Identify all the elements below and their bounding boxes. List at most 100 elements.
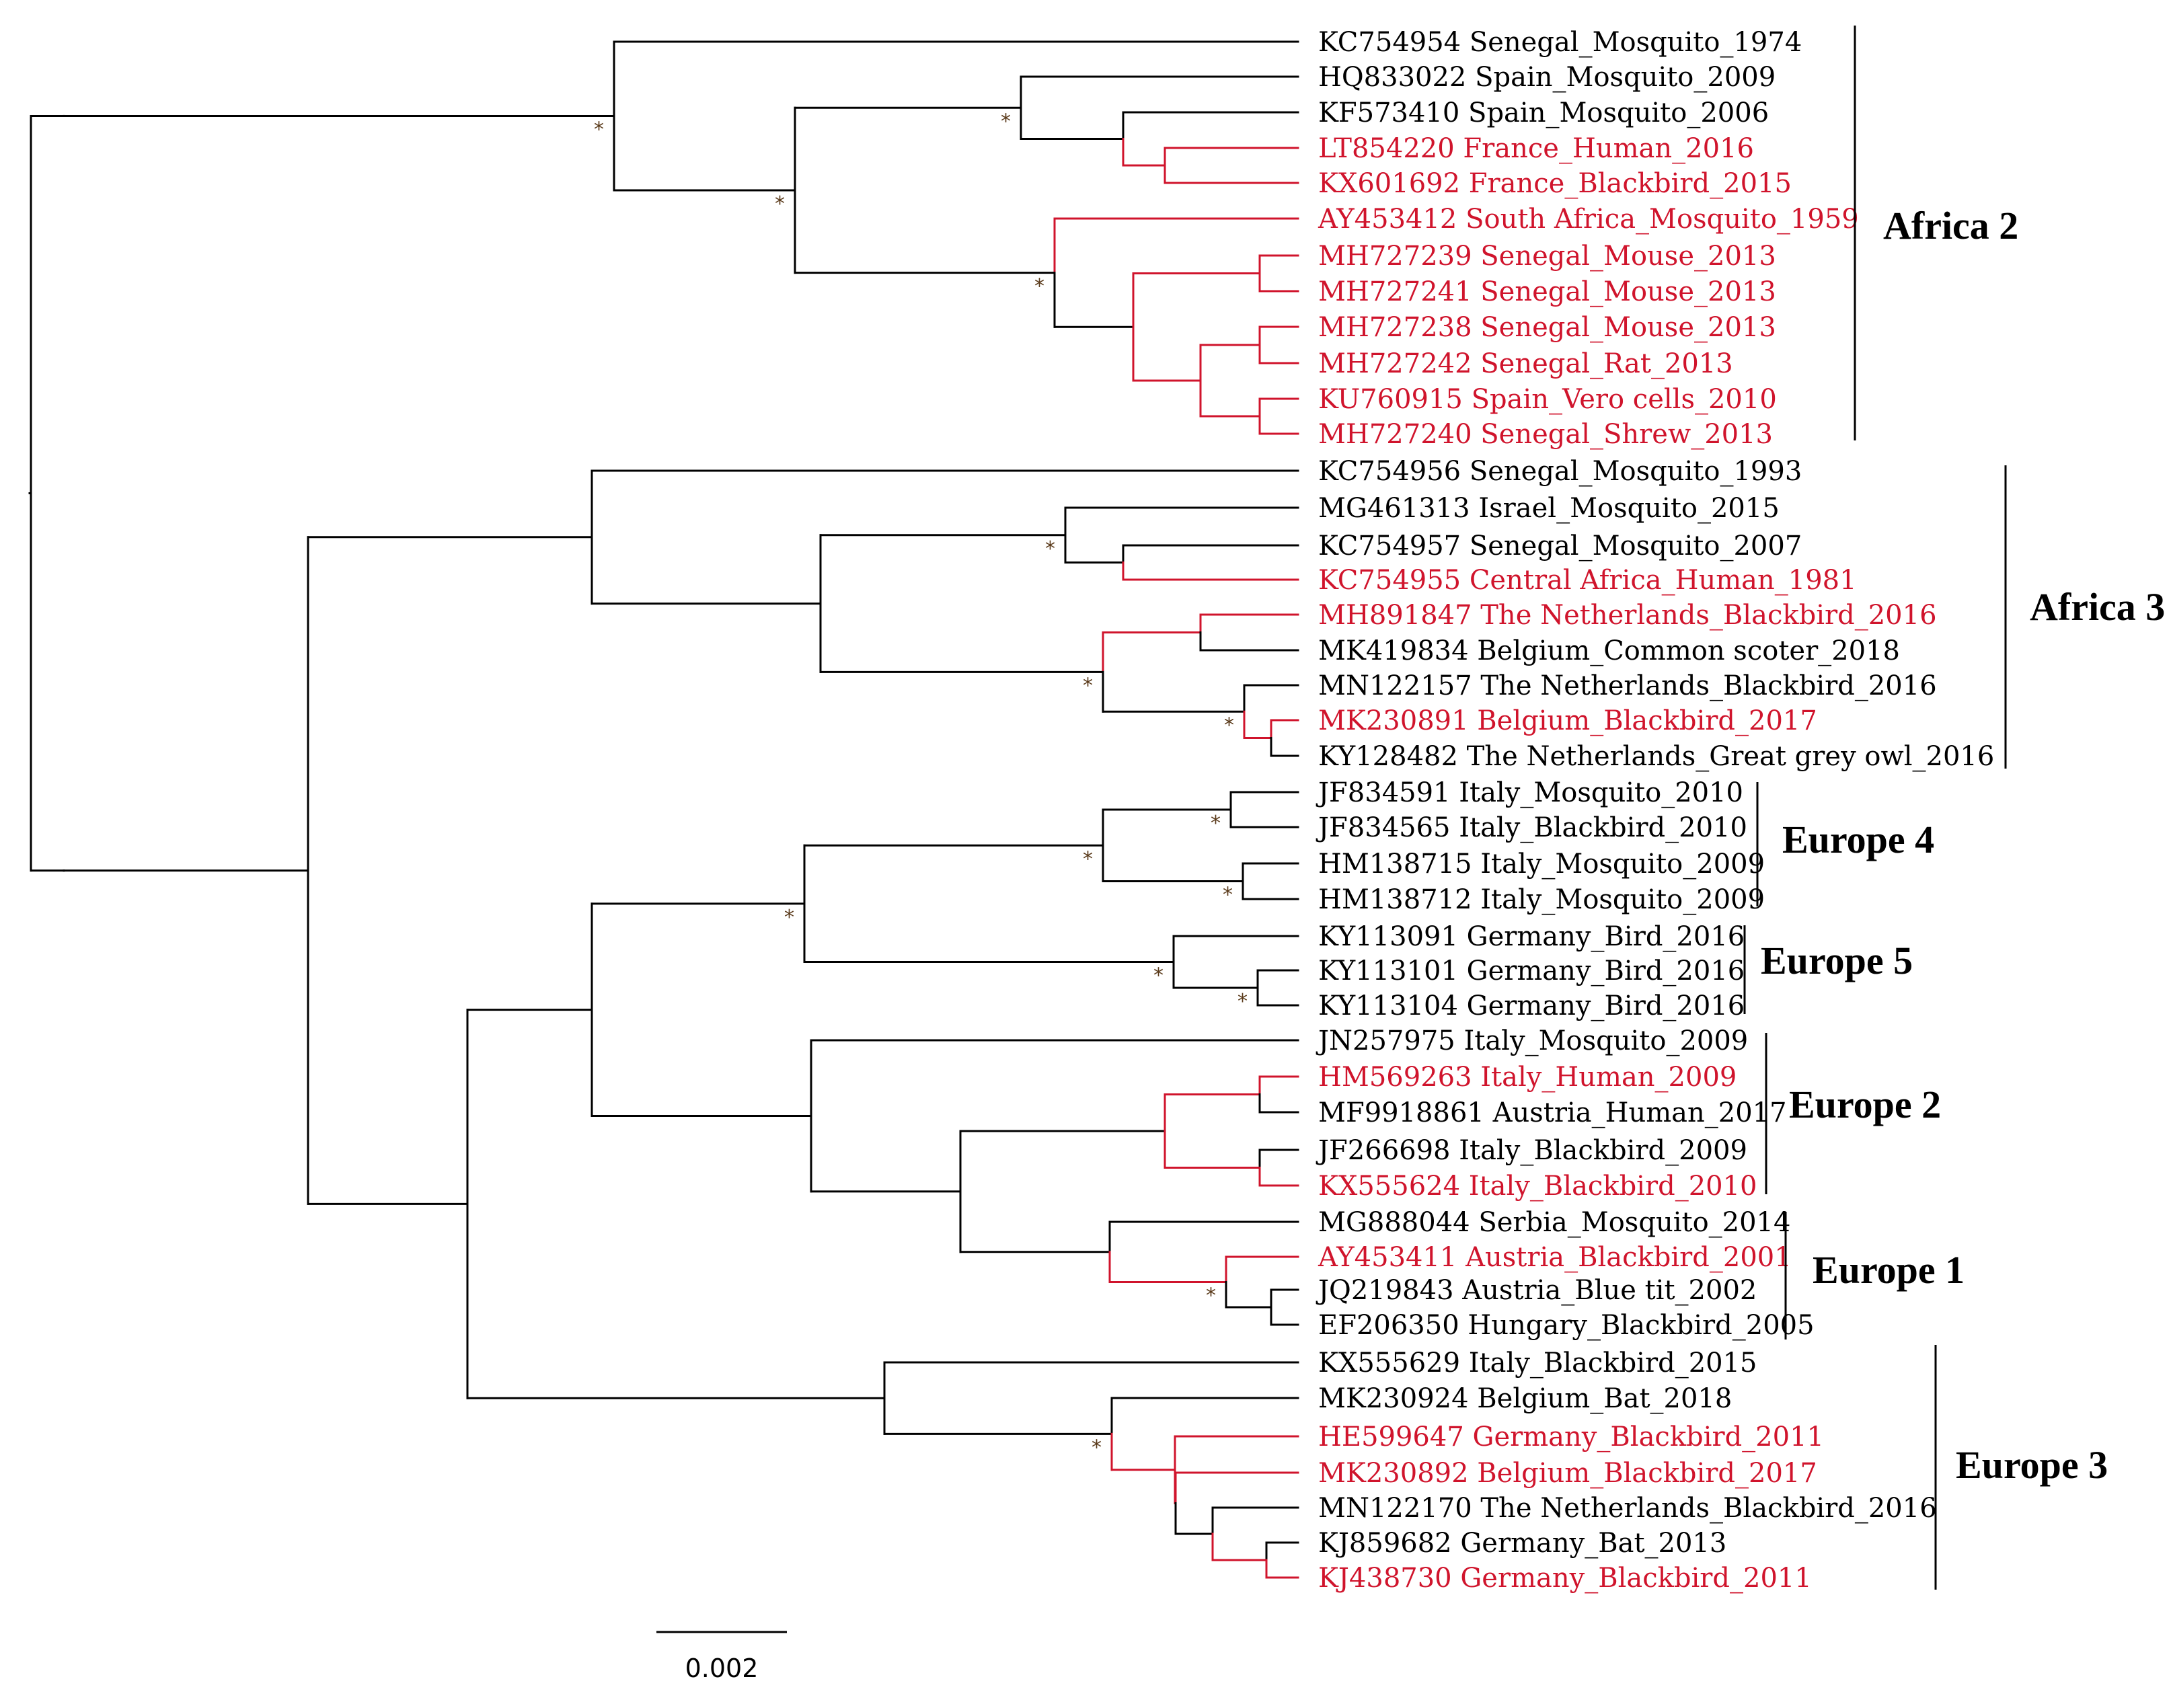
taxon-description: South Africa_Mosquito_1959 xyxy=(1465,204,1859,235)
taxon-accession: MN122170 xyxy=(1318,1493,1480,1524)
taxon-description: Germany_Bird_2016 xyxy=(1467,956,1745,986)
taxon-accession: HE599647 xyxy=(1318,1422,1473,1452)
taxon-accession: MH727240 xyxy=(1318,419,1480,450)
taxon-accession: KC754954 xyxy=(1318,27,1470,58)
taxon-label-2: KF573410 Spain_Mosquito_2006 xyxy=(1318,98,1769,128)
support-star-28: * xyxy=(1223,884,1233,907)
taxon-description: Israel_Mosquito_2015 xyxy=(1478,493,1779,524)
taxon-accession: KJ438730 xyxy=(1318,1563,1460,1594)
taxon-description: France_Human_2016 xyxy=(1463,133,1754,164)
taxon-description: Italy_Human_2009 xyxy=(1480,1062,1737,1093)
taxon-accession: MK230891 xyxy=(1318,705,1477,736)
taxon-label-42: KJ859682 Germany_Bat_2013 xyxy=(1318,1528,1726,1559)
taxon-label-35: JQ219843 Austria_Blue tit_2002 xyxy=(1316,1275,1757,1306)
taxon-description: Senegal_Mosquito_1993 xyxy=(1470,456,1802,487)
taxon-label-34: AY453411 Austria_Blackbird_2001 xyxy=(1318,1242,1792,1273)
taxon-label-38: MK230924 Belgium_Bat_2018 xyxy=(1318,1383,1732,1414)
taxon-label-37: KX555629 Italy_Blackbird_2015 xyxy=(1318,1348,1757,1379)
taxon-accession: KX555624 xyxy=(1318,1171,1469,1202)
taxon-description: Senegal_Mouse_2013 xyxy=(1480,276,1776,307)
scale-bar: 0.002 xyxy=(656,1631,787,1683)
support-star-26: * xyxy=(1083,847,1093,871)
taxon-accession: KY113101 xyxy=(1318,956,1467,986)
taxon-description: Italy_Blackbird_2009 xyxy=(1459,1135,1747,1166)
taxon-accession: HQ833022 xyxy=(1318,62,1475,93)
taxon-description: Serbia_Mosquito_2014 xyxy=(1478,1207,1790,1238)
clade-label-europe-5: Europe 5 xyxy=(1761,939,1913,982)
taxon-description: Senegal_Shrew_2013 xyxy=(1480,419,1773,450)
taxon-label-19: MK230891 Belgium_Blackbird_2017 xyxy=(1318,705,1817,736)
support-star-19: * xyxy=(1083,674,1093,697)
taxon-label-29: HM569263 Italy_Human_2009 xyxy=(1318,1062,1737,1093)
taxon-description: Spain_Mosquito_2006 xyxy=(1468,98,1769,128)
taxon-label-41: MN122170 The Netherlands_Blackbird_2016 xyxy=(1318,1493,1937,1524)
taxon-label-12: KC754956 Senegal_Mosquito_1993 xyxy=(1318,456,1802,487)
taxon-description: Italy_Blackbird_2010 xyxy=(1459,812,1747,843)
taxon-accession: KC754955 xyxy=(1318,565,1470,596)
taxon-accession: AY453412 xyxy=(1318,204,1465,235)
taxon-description: Italy_Mosquito_2009 xyxy=(1480,849,1765,880)
taxon-accession: MK419834 xyxy=(1318,635,1477,666)
taxon-accession: MN122157 xyxy=(1318,670,1480,701)
taxon-accession: KX601692 xyxy=(1318,168,1469,199)
taxon-description: The Netherlands_Great grey owl_2016 xyxy=(1467,741,1995,772)
taxon-accession: MH727242 xyxy=(1318,348,1480,379)
taxon-label-4: KX601692 France_Blackbird_2015 xyxy=(1318,168,1792,199)
taxon-accession: KC754956 xyxy=(1318,456,1470,487)
taxon-description: Spain_Vero cells_2010 xyxy=(1472,384,1777,415)
taxon-description: Italy_Blackbird_2010 xyxy=(1469,1171,1757,1202)
taxon-accession: MH727239 xyxy=(1318,241,1480,272)
taxon-description: Belgium_Blackbird_2017 xyxy=(1477,1458,1817,1489)
taxon-label-30: MF9918861 Austria_Human_2017 xyxy=(1318,1097,1787,1128)
taxon-accession: MG461313 xyxy=(1318,493,1478,524)
taxon-description: Belgium_Blackbird_2017 xyxy=(1477,705,1817,736)
support-star-17: * xyxy=(1045,537,1055,561)
support-star-30: * xyxy=(1237,990,1248,1013)
taxon-accession: HM138715 xyxy=(1318,849,1480,880)
taxon-description: Germany_Blackbird_2011 xyxy=(1473,1422,1824,1452)
taxon-accession: MG888044 xyxy=(1318,1207,1478,1238)
taxon-accession: KJ859682 xyxy=(1318,1528,1460,1559)
taxon-label-22: JF834565 Italy_Blackbird_2010 xyxy=(1316,812,1747,843)
taxon-description: Italy_Mosquito_2009 xyxy=(1463,1025,1748,1056)
scale-bar-label: 0.002 xyxy=(685,1654,759,1683)
taxon-description: Germany_Blackbird_2011 xyxy=(1460,1563,1811,1594)
taxon-label-21: JF834591 Italy_Mosquito_2010 xyxy=(1316,777,1743,808)
support-star-29: * xyxy=(1153,964,1164,988)
taxon-label-28: JN257975 Italy_Mosquito_2009 xyxy=(1316,1025,1748,1056)
taxon-description: The Netherlands_Blackbird_2016 xyxy=(1480,1493,1936,1524)
taxon-label-39: HE599647 Germany_Blackbird_2011 xyxy=(1318,1422,1824,1452)
clade-label-europe-3: Europe 3 xyxy=(1956,1443,2108,1487)
taxon-label-32: KX555624 Italy_Blackbird_2010 xyxy=(1318,1171,1757,1202)
taxon-label-6: MH727239 Senegal_Mouse_2013 xyxy=(1318,241,1776,272)
taxon-label-40: MK230892 Belgium_Blackbird_2017 xyxy=(1318,1458,1817,1489)
clade-brackets: Africa 2 Africa 3 Europe 4 Europe 5 Europe 2… xyxy=(1743,26,2165,1590)
taxon-description: Austria_Human_2017 xyxy=(1492,1097,1787,1128)
taxon-accession: MH891847 xyxy=(1318,600,1480,631)
support-star-7: * xyxy=(1034,275,1044,299)
taxon-description: Germany_Bird_2016 xyxy=(1467,921,1745,952)
taxon-accession: MF9918861 xyxy=(1318,1097,1493,1128)
taxon-accession: JF834565 xyxy=(1316,812,1459,843)
taxon-accession: KX555629 xyxy=(1318,1348,1469,1379)
taxon-accession: JQ219843 xyxy=(1316,1275,1462,1306)
taxon-accession: MH727238 xyxy=(1318,312,1480,343)
bootstrap-support-markers: * * * * * * * * * * * * * * * xyxy=(594,110,1248,1459)
support-star-21: * xyxy=(1224,713,1234,737)
taxon-description: Senegal_Mosquito_1974 xyxy=(1470,27,1802,58)
taxon-accession: KC754957 xyxy=(1318,531,1470,561)
taxon-label-25: KY113091 Germany_Bird_2016 xyxy=(1318,921,1745,952)
taxon-accession: KY113091 xyxy=(1318,921,1467,952)
taxon-description: Italy_Mosquito_2009 xyxy=(1480,884,1765,915)
support-star-2: * xyxy=(594,118,604,141)
taxon-description: Germany_Bat_2013 xyxy=(1460,1528,1726,1559)
taxon-label-13: MG461313 Israel_Mosquito_2015 xyxy=(1318,493,1780,524)
taxon-description: France_Blackbird_2015 xyxy=(1469,168,1792,199)
clade-label-europe-2: Europe 2 xyxy=(1789,1083,1941,1126)
taxon-label-3: LT854220 France_Human_2016 xyxy=(1318,133,1754,164)
taxon-description: Italy_Blackbird_2015 xyxy=(1469,1348,1757,1379)
taxon-accession: KF573410 xyxy=(1318,98,1468,128)
taxon-label-7: MH727241 Senegal_Mouse_2013 xyxy=(1318,276,1776,307)
taxon-label-20: KY128482 The Netherlands_Great grey owl_… xyxy=(1318,741,1994,772)
